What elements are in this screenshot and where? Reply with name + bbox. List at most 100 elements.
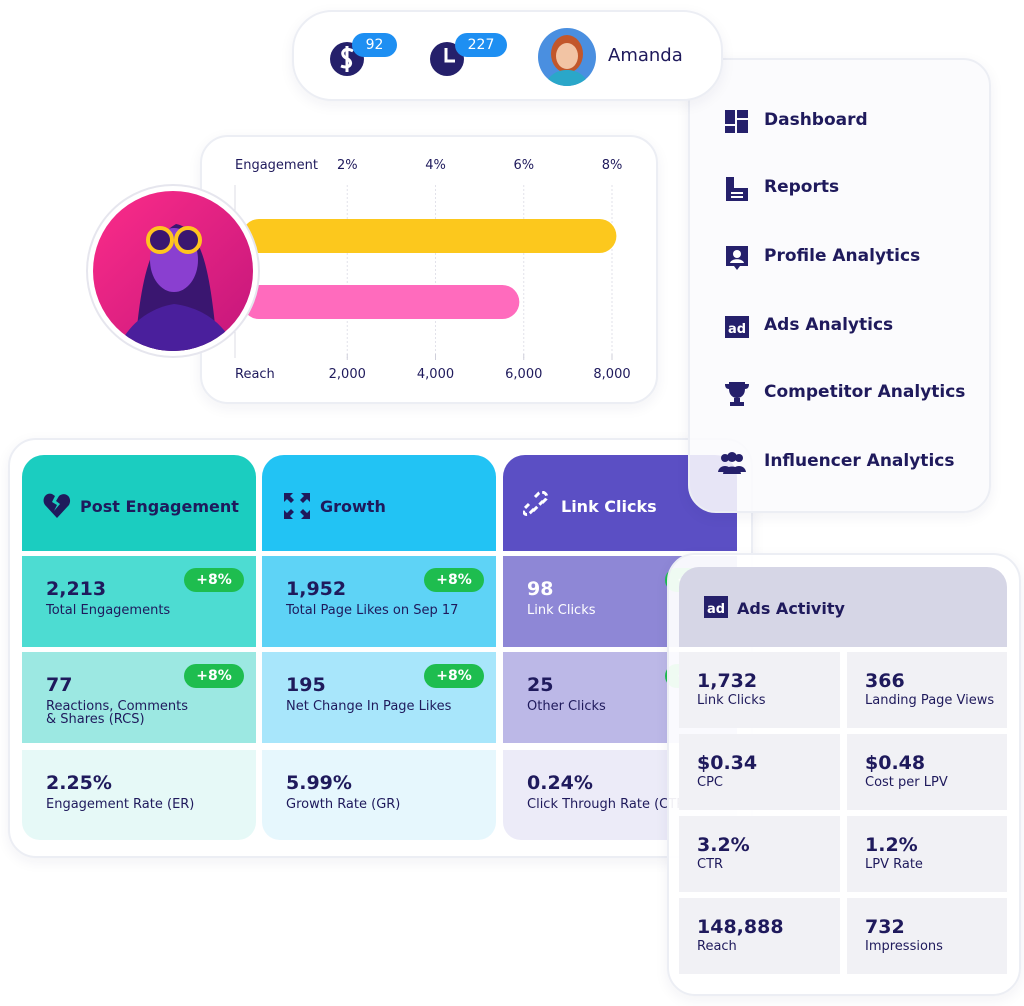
metrics-panel: Post Engagement 2,213 Total Engagements +8%… (8, 438, 753, 858)
x2-tick-label: 4,000 (417, 367, 454, 382)
ads-value: 148,888 (697, 916, 784, 938)
ads-value: 3.2% (697, 834, 750, 856)
change-badge: +8% (184, 568, 244, 592)
metric-label: Total Engagements (46, 603, 171, 618)
ads-header: ad Ads Activity (679, 567, 1007, 647)
nav-item[interactable]: Influencer Analytics (764, 451, 955, 471)
ads-label: Cost per LPV (865, 775, 948, 790)
nav-item[interactable]: Profile Analytics (764, 246, 921, 266)
metric-title: Growth (320, 497, 386, 516)
badge: 92 (352, 33, 397, 57)
ads-value: $0.48 (865, 752, 926, 774)
x-tick-label: 2% (337, 158, 358, 173)
metric-value: 77 (46, 674, 73, 696)
nav-panel: Dashboard Reports Profile Analytics ad Ads A… (688, 58, 991, 513)
metric-icon (43, 493, 71, 518)
x-tick-label: 6% (513, 158, 534, 173)
svg-text:ad: ad (707, 602, 725, 617)
ads-value: 732 (865, 916, 905, 938)
metric-value: 195 (286, 674, 326, 696)
metric-label: Engagement Rate (ER) (46, 797, 195, 812)
user-name[interactable]: Amanda (608, 45, 683, 66)
change-badge: +8% (424, 568, 484, 592)
metric-title: Link Clicks (561, 497, 657, 516)
metric-value: 98 (527, 578, 554, 600)
nav-item[interactable]: Ads Analytics (764, 315, 894, 335)
ads-title: Ads Activity (737, 599, 845, 618)
axis-title: Engagement (235, 158, 318, 173)
metric-title: Post Engagement (80, 497, 239, 516)
change-badge: +8% (184, 664, 244, 688)
nav-icon (725, 110, 748, 133)
ads-label: LPV Rate (865, 857, 923, 872)
ads-label: CPC (697, 775, 723, 790)
metric-cell: 1,952 Total Page Likes on Sep 17 +8% (262, 556, 496, 647)
ads-label: Link Clicks (697, 693, 766, 708)
bar (242, 285, 520, 319)
svg-text:ad: ad (728, 322, 746, 337)
ads-label: Reach (697, 939, 737, 954)
metric-cell: 2.25% Engagement Rate (ER) (22, 750, 256, 840)
ads-icon: ad (704, 596, 728, 618)
x2-tick-label: 2,000 (329, 367, 366, 382)
metric-cell: 2,213 Total Engagements +8% (22, 556, 256, 647)
nav-icon (718, 452, 746, 474)
metric-label: Reactions, Comments & Shares (RCS) (46, 699, 188, 727)
nav-icon: ad (725, 316, 749, 338)
metric-label: Other Clicks (527, 699, 606, 714)
metric-value: 1,952 (286, 578, 347, 600)
ads-cell: 732 Impressions (847, 898, 1007, 974)
metric-icon (284, 493, 310, 519)
metric-cell: 195 Net Change In Page Likes +8% (262, 652, 496, 743)
metric-label: Total Page Likes on Sep 17 (286, 603, 459, 618)
user-avatar[interactable] (536, 26, 598, 88)
nav-icon (725, 382, 749, 406)
ads-panel: ad Ads Activity 1,732 Link Clicks 366 Landing… (667, 553, 1021, 996)
x-tick-label: 4% (425, 158, 446, 173)
ads-cell: $0.48 Cost per LPV (847, 734, 1007, 810)
ads-cell: $0.34 CPC (679, 734, 840, 810)
ads-value: 1,732 (697, 670, 758, 692)
change-badge: +8% (424, 664, 484, 688)
metric-header: Post Engagement (22, 455, 256, 551)
ads-value: $0.34 (697, 752, 758, 774)
top-bar: 92 227 Amanda (292, 10, 723, 101)
ads-value: 366 (865, 670, 905, 692)
nav-item[interactable]: Dashboard (764, 110, 868, 130)
metric-value: 0.24% (527, 772, 593, 794)
ads-cell: 148,888 Reach (679, 898, 840, 974)
nav-item[interactable]: Reports (764, 177, 840, 197)
metric-cell: 5.99% Growth Rate (GR) (262, 750, 496, 840)
metric-label: Click Through Rate (CTR) (527, 797, 691, 812)
ads-cell: 366 Landing Page Views (847, 652, 1007, 728)
chart-card: Engagement Reach 2% 4% 6% 8% 2,000 4,000 6,000 8,… (200, 135, 658, 404)
badge: 227 (455, 33, 507, 57)
profile-avatar (86, 184, 260, 358)
metric-label: Growth Rate (GR) (286, 797, 401, 812)
ads-label: Impressions (865, 939, 943, 954)
metric-label: Link Clicks (527, 603, 596, 618)
x2-tick-label: 6,000 (505, 367, 542, 382)
metric-value: 2,213 (46, 578, 107, 600)
ads-cell: 1.2% LPV Rate (847, 816, 1007, 892)
x-tick-label: 8% (602, 158, 623, 173)
nav-icon (726, 246, 748, 270)
nav-item[interactable]: Competitor Analytics (764, 382, 966, 402)
metric-header: Growth (262, 455, 496, 551)
metric-icon (523, 491, 549, 516)
ads-label: Landing Page Views (865, 693, 995, 708)
chart: Engagement Reach 2% 4% 6% 8% 2,000 4,000 6,000 8,… (234, 158, 631, 382)
metric-label: Net Change In Page Likes (286, 699, 452, 714)
ads-cell: 1,732 Link Clicks (679, 652, 840, 728)
nav-icon (726, 177, 748, 201)
metric-value: 25 (527, 674, 554, 696)
ads-value: 1.2% (865, 834, 918, 856)
metric-value: 2.25% (46, 772, 112, 794)
ads-label: CTR (697, 857, 724, 872)
axis-title: Reach (235, 367, 275, 382)
metric-value: 5.99% (286, 772, 352, 794)
bar (242, 219, 617, 253)
ads-cell: 3.2% CTR (679, 816, 840, 892)
x2-tick-label: 8,000 (593, 367, 630, 382)
